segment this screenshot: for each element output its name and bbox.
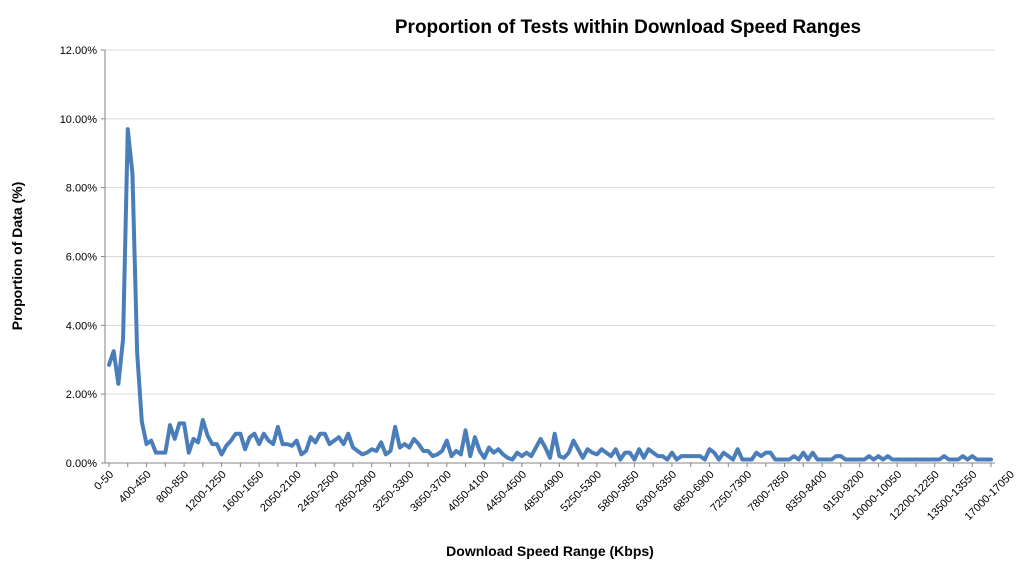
y-tick-label: 8.00%	[66, 183, 97, 195]
x-axis-ticks: 0-50 400-450 800-8501200-12501600-16502050…	[92, 463, 1017, 523]
chart-title: Proportion of Tests within Download Spee…	[395, 17, 861, 38]
y-tick-label: 0.00%	[66, 458, 97, 470]
gridlines	[105, 49, 995, 395]
x-tick-label: 0-50	[92, 469, 116, 493]
x-tick-label: 800-850	[154, 469, 191, 506]
y-axis-title: Proportion of Data (%)	[9, 182, 25, 331]
y-tick-label: 2.00%	[66, 389, 97, 401]
y-axis-ticks: 0.00% 2.00% 4.00% 6.00% 8.00% 10.00% 12.00%	[60, 45, 105, 470]
x-tick-label: 400-450	[117, 469, 154, 506]
y-tick-label: 6.00%	[66, 252, 97, 264]
x-axis-title: Download Speed Range (Kbps)	[446, 543, 654, 559]
y-tick-label: 10.00%	[60, 114, 98, 126]
y-tick-label: 12.00%	[60, 45, 98, 57]
series-line	[107, 127, 993, 462]
y-tick-label: 4.00%	[66, 320, 97, 332]
